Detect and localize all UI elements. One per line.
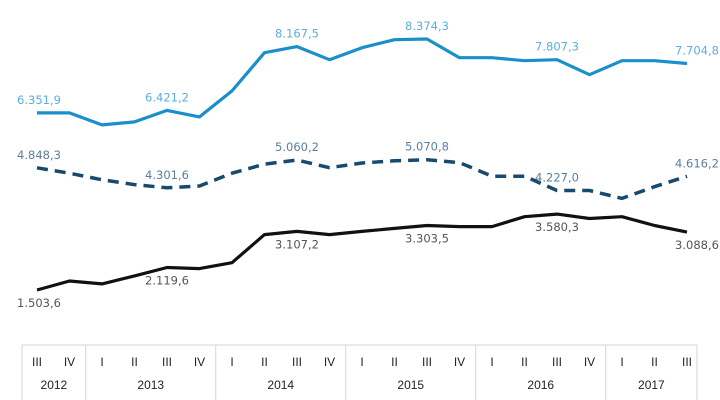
series-middle-data-label: 5.070,8: [405, 140, 449, 154]
series-middle-data-label: 4.848,3: [17, 148, 61, 162]
year-tick-label: 2012: [41, 378, 68, 392]
series-top-data-label: 7.704,8: [675, 43, 719, 57]
series-middle-data-label: 4.227,0: [535, 171, 579, 185]
quarter-tick-label: II: [521, 355, 528, 369]
series-bottom-data-label: 3.580,3: [535, 220, 579, 234]
quarter-tick-label: IV: [194, 355, 205, 369]
quarter-tick-label: II: [261, 355, 268, 369]
series-middle-data-label: 5.060,2: [275, 140, 319, 154]
year-tick-label: 2017: [638, 378, 665, 392]
series-bottom-data-label: 3.107,2: [275, 237, 319, 251]
quarter-tick-label: I: [230, 355, 233, 369]
series-top-data-label: 7.807,3: [535, 40, 579, 54]
series-layer: [36, 37, 688, 292]
series-bottom-data-label: 2.119,6: [145, 273, 189, 287]
quarter-tick-label: IV: [64, 355, 75, 369]
year-tick-label: 2013: [137, 378, 164, 392]
quarter-tick-label: II: [651, 355, 658, 369]
quarter-tick-label: III: [292, 355, 302, 369]
series-top-data-label: 8.374,3: [405, 19, 449, 33]
quarter-tick-label: III: [682, 355, 692, 369]
series-top-data-label: 8.167,5: [275, 27, 319, 41]
series-bottom-data-label: 3.088,6: [675, 238, 719, 252]
quarter-tick-label: III: [422, 355, 432, 369]
quarter-tick-label: IV: [324, 355, 335, 369]
quarter-tick-label: I: [490, 355, 493, 369]
quarter-tick-label: II: [131, 355, 138, 369]
series-top-line: [37, 37, 688, 127]
year-tick-label: 2015: [397, 378, 424, 392]
quarter-tick-label: III: [32, 355, 42, 369]
series-top-data-label: 6.351,9: [17, 93, 61, 107]
quarter-tick-label: I: [100, 355, 103, 369]
quarter-tick-label: I: [620, 355, 623, 369]
series-bottom-line: [36, 212, 688, 292]
quarter-tick-label: IV: [454, 355, 465, 369]
series-bottom-data-label: 1.503,6: [17, 296, 61, 310]
series-middle-line: [36, 157, 688, 201]
year-tick-label: 2014: [267, 378, 294, 392]
year-tick-label: 2016: [527, 378, 554, 392]
series-top-data-label: 6.421,2: [145, 90, 189, 104]
quarter-tick-label: IV: [584, 355, 595, 369]
quarter-tick-label: II: [391, 355, 398, 369]
data-labels-layer: 6.351,9 6.421,2 8.167,5 8.374,3 7.807,3 7.704…: [17, 19, 719, 310]
quarter-tick-label: III: [162, 355, 172, 369]
series-middle-data-label: 4.616,2: [675, 156, 719, 170]
quarter-tick-label: I: [360, 355, 363, 369]
series-bottom-data-label: 3.303,5: [405, 231, 449, 245]
quarter-tick-label: III: [552, 355, 562, 369]
series-middle-data-label: 4.301,6: [145, 168, 189, 182]
